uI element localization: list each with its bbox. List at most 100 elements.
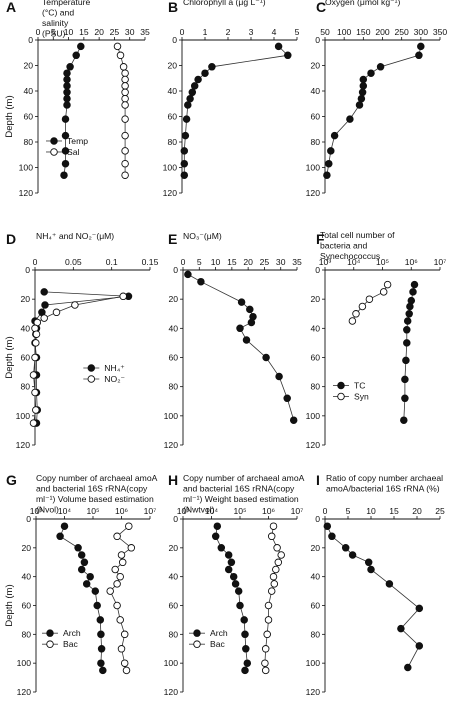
panel-h-series-2-point (267, 532, 276, 541)
panel-g-series-2-point (120, 630, 129, 639)
panel-a-x-tick-label: 20 (94, 27, 104, 37)
panel-g-series-2-point (117, 551, 126, 559)
panel-b-y-tick-label: 80 (167, 137, 177, 147)
panel-e-series-1-point (283, 394, 291, 403)
panel-f-letter: F (316, 231, 325, 247)
panel-a-series-2-point (116, 51, 125, 60)
panel-g-x-tick-label: 10³ (30, 506, 43, 516)
panel-b-x-tick-label: 5 (295, 27, 300, 37)
panel-h-series-2-point (269, 572, 278, 581)
panel-a-series-1-point (63, 94, 71, 103)
panel-h-series-2-point (270, 580, 279, 588)
panel-a-title-line: (°C) and (42, 8, 74, 18)
panel-d-series-1-point (41, 301, 49, 309)
panel-d-series-2-point (29, 419, 38, 427)
panel-a-title-line: (PSU) (42, 29, 66, 39)
panel-b-x-tick-label: 3 (249, 27, 254, 37)
panel-g-x-tick-label: 10⁶ (115, 506, 129, 516)
panel-e-y-tick-label: 60 (168, 353, 178, 363)
panel-h-y-tick-label: 0 (173, 514, 178, 524)
panel-g-series-1-point (97, 630, 105, 639)
panel-c-series-1-point (359, 82, 368, 90)
panel-g-series-2-point (116, 572, 124, 581)
panel-c-y-tick-label: 80 (310, 137, 320, 147)
panel-h-y-tick-label: 60 (168, 601, 178, 611)
panel-h-series-1-point (236, 601, 244, 610)
panel-h-legend-marker (193, 629, 201, 637)
panel-i-series-1-point (385, 580, 394, 588)
panel-f-legend-marker (337, 381, 345, 390)
panel-g-y-tick-label: 80 (21, 629, 31, 639)
panel-d-series-2-point (52, 308, 61, 317)
panel-b-x-tick-label: 4 (272, 27, 277, 37)
panel-i-letter: I (316, 472, 320, 488)
panel-g-series-2-point (113, 580, 121, 588)
panel-a-y-tick-label: 60 (23, 112, 33, 122)
panel-i-x-tick-label: 15 (389, 506, 399, 516)
panel-g-series-1-point (86, 572, 94, 581)
panel-e-x-tick-label: 5 (197, 257, 202, 267)
panel-g-title-line: and bacterial 16S rRNA(copy (36, 484, 148, 494)
panel-b-y-tick-label: 60 (167, 112, 177, 122)
panel-e-y-tick-label: 20 (168, 294, 178, 304)
panel-h-title-line: ml⁻¹) Weight based estimation (183, 494, 299, 504)
panel-h-series-2-point (264, 601, 273, 610)
panel-b-y-tick-label: 20 (167, 61, 177, 71)
panel-h-x-tick-label: 10⁶ (262, 506, 276, 516)
panel-c-title-line: Oxygen (μmol kg⁻¹) (325, 0, 401, 7)
panel-d-letter: D (6, 231, 16, 247)
panel-f-y-tick-label: 120 (306, 440, 321, 450)
panel-c-series-1-point (327, 147, 335, 155)
panel-i-x-tick-label: 20 (412, 506, 422, 516)
panel-h-x-tick-label: 10³ (177, 506, 190, 516)
panel-h-series-2-point (277, 551, 285, 559)
panel-h-series-1-point (243, 659, 252, 667)
panel-a-y-tick-label: 100 (19, 163, 34, 173)
panel-h-series-1-point (224, 565, 233, 574)
panel-i-series-1-point (341, 544, 350, 552)
panel-f-series-1-point (400, 416, 408, 424)
panel-h-series-1-point (217, 544, 226, 552)
panel-h-legend-label: Arch (210, 628, 228, 638)
panel-e-x-tick-label: 30 (276, 257, 286, 267)
panel-g-series-1-point (77, 551, 86, 559)
panel-f-legend-marker (337, 392, 345, 401)
panel-a-series-2-point (121, 69, 129, 77)
panel-d-series-2-point (32, 406, 40, 414)
panel-c-series-1-point (355, 101, 364, 109)
panel-g-legend-label: Arch (63, 628, 81, 638)
panel-g-series-1-point (91, 587, 100, 595)
panel-c-series-1-point (376, 63, 385, 71)
panel-b-series-1-point (188, 88, 197, 97)
panel-a-series-2-point (121, 82, 129, 90)
panel-a-series-1-point (61, 131, 70, 140)
panel-a-series-2-point (121, 159, 129, 168)
panel-g-series-2-point (111, 565, 119, 574)
panel-i-y-tick-label: 0 (315, 514, 320, 524)
panel-h-letter: H (168, 472, 178, 488)
panel-e-x-tick-label: 25 (260, 257, 270, 267)
panel-h-series-2-point (272, 565, 280, 574)
panel-a-x-tick-label: 30 (125, 27, 135, 37)
panel-f-title-line: Synechococcus (320, 251, 380, 261)
panel-d-series-2-point (31, 388, 39, 397)
panel-e-y-tick-label: 40 (168, 323, 178, 333)
panel-h-series-1-point (234, 587, 243, 595)
panel-f-y-tick-label: 100 (306, 411, 321, 421)
panel-h-y-tick-label: 20 (168, 543, 178, 553)
panel-e-series-1-point (237, 298, 246, 306)
panel-f-legend-label: TC (354, 381, 365, 391)
panel-h-series-1-point (227, 558, 236, 567)
panel-f-series-1-point (403, 317, 412, 325)
panel-g-legend-marker (46, 640, 54, 648)
panel-a-series-1-point (63, 75, 71, 84)
panel-f-title-line: bacteria and (320, 241, 368, 251)
panel-h-legend-label: Bac (210, 639, 226, 649)
panel-a-series-1-point (61, 147, 70, 155)
panel-d-y-tick-label: 0 (25, 265, 30, 275)
panel-i-series-1-point (404, 663, 412, 672)
panel-g-series-2-point (113, 601, 121, 610)
panel-d-legend-marker (87, 364, 96, 372)
panel-e-x-tick-label: 15 (227, 257, 237, 267)
